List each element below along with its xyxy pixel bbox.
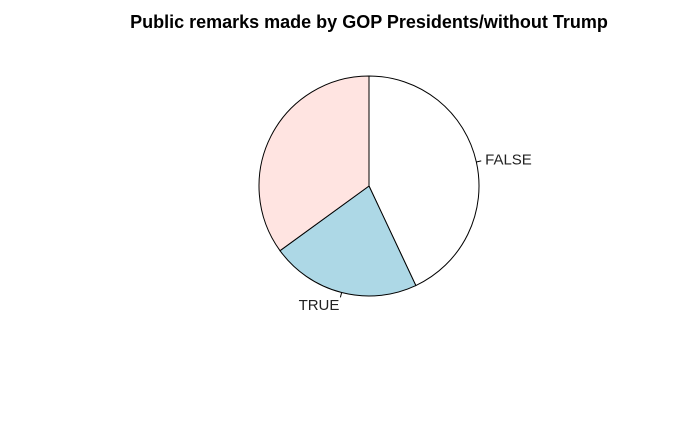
- slice-label-tick-false: [476, 160, 482, 163]
- slice-label-false: FALSE: [485, 152, 532, 169]
- pie-slice-unlabeled-2: [258, 75, 370, 252]
- slice-label-tick-true: [339, 292, 343, 298]
- pie-slices: [258, 75, 480, 297]
- chart-title: Public remarks made by GOP Presidents/wi…: [130, 12, 608, 32]
- pie-slice-false: [368, 75, 480, 287]
- pie-labels: FALSE TRUE: [299, 152, 532, 314]
- slice-label-true: TRUE: [299, 297, 340, 314]
